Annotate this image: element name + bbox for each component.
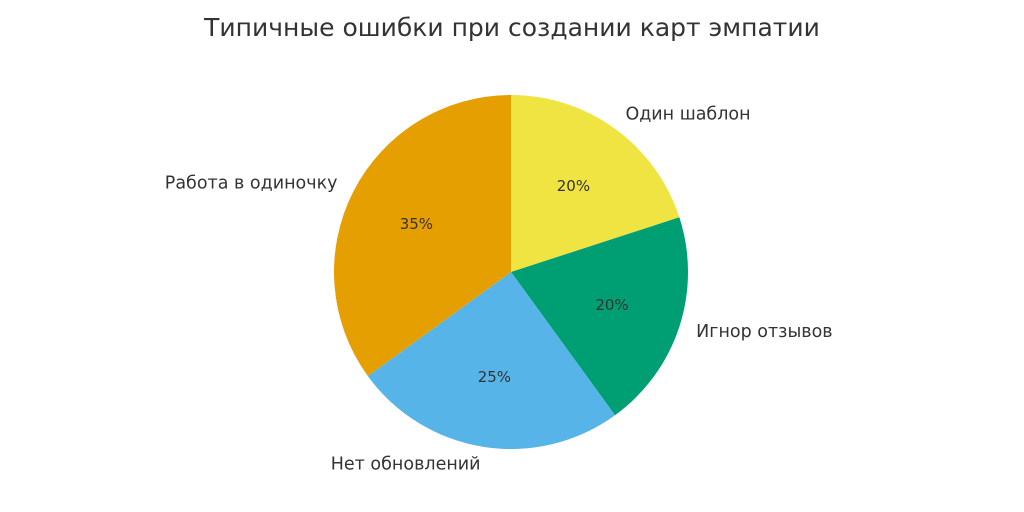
- pie-slice-1: [511, 95, 680, 272]
- percent-label: 20%: [595, 296, 628, 314]
- percent-label: 25%: [478, 368, 511, 386]
- percent-label: 35%: [400, 215, 433, 233]
- chart-title: Типичные ошибки при создании карт эмпати…: [204, 13, 820, 42]
- slice-label: Игнор отзывов: [696, 322, 832, 342]
- slice-label: Один шаблон: [625, 104, 750, 124]
- pie-slice-4: [334, 95, 511, 377]
- pie-slice-3: [367, 272, 616, 449]
- pie-slice-2: [511, 217, 688, 416]
- percent-label: 20%: [557, 177, 590, 195]
- slice-label: Нет обновлений: [331, 454, 481, 474]
- slice-label: Работа в одиночку: [165, 174, 338, 194]
